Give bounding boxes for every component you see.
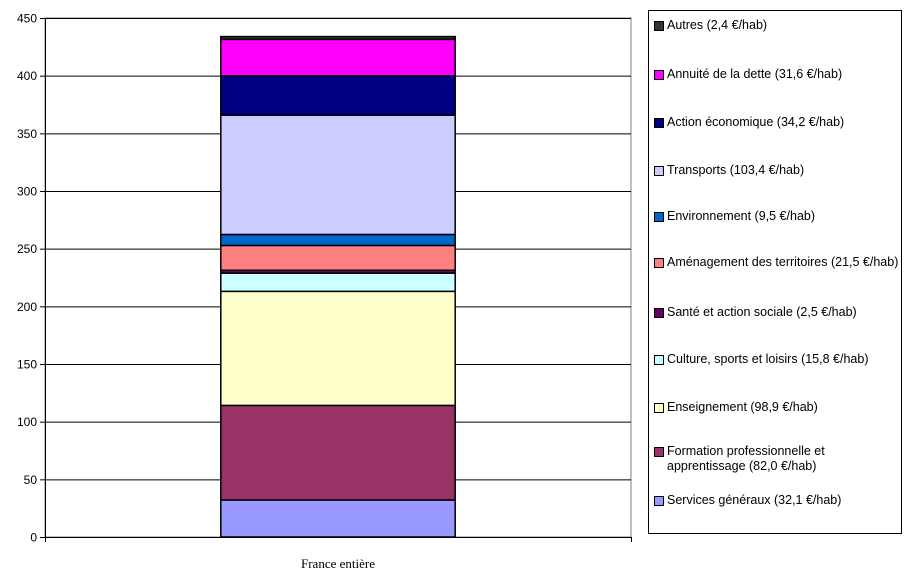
legend-swatch (654, 447, 664, 457)
legend-swatch (654, 166, 664, 176)
y-tick-label: 100 (17, 415, 37, 429)
legend-swatch (654, 496, 664, 506)
legend-label: Transports (103,4 €/hab) (667, 163, 805, 177)
legend-label: Culture, sports et loisirs (15,8 €/hab) (667, 352, 869, 366)
y-tick-label: 450 (17, 12, 37, 26)
y-tick-label: 0 (30, 531, 37, 545)
legend-label: Formation professionnelle et apprentissa… (667, 444, 825, 473)
legend-label: Action économique (34,2 €/hab) (667, 115, 845, 129)
bar-segment (220, 114, 456, 236)
y-tick-label: 200 (17, 300, 37, 314)
legend-item: Annuité de la dette (31,6 €/hab) (654, 67, 900, 82)
legend-swatch (654, 258, 664, 268)
legend-swatch (654, 70, 664, 80)
legend-label: Services généraux (32,1 €/hab) (667, 493, 842, 507)
legend-item: Culture, sports et loisirs (15,8 €/hab) (654, 352, 900, 367)
legend-swatch (654, 118, 664, 128)
bar-stack (220, 35, 456, 538)
bar-segment (220, 75, 456, 116)
bar-segment (220, 233, 456, 247)
y-tick-label: 150 (17, 358, 37, 372)
legend-item: Action économique (34,2 €/hab) (654, 115, 900, 130)
legend-item: Autres (2,4 €/hab) (654, 18, 900, 33)
bar-segment (220, 290, 456, 407)
legend-label: Aménagement des territoires (21,5 €/hab) (667, 255, 899, 269)
legend-item: Services généraux (32,1 €/hab) (654, 493, 900, 508)
axes (40, 18, 632, 542)
x-category-label: France entière (301, 556, 375, 571)
legend-label: Environnement (9,5 €/hab) (667, 209, 816, 223)
bar-segment (220, 272, 456, 293)
legend-label: Autres (2,4 €/hab) (667, 18, 768, 32)
bar-segment (220, 38, 456, 77)
legend-item: Formation professionnelle et apprentissa… (654, 444, 900, 474)
legend-label: Annuité de la dette (31,6 €/hab) (667, 67, 843, 81)
legend-swatch (654, 21, 664, 31)
x-category-labels: France entière (301, 556, 375, 571)
legend-label: Santé et action sociale (2,5 €/hab) (667, 305, 857, 319)
legend-item: Enseignement (98,9 €/hab) (654, 400, 900, 415)
y-tick-label: 400 (17, 69, 37, 83)
legend-label: Enseignement (98,9 €/hab) (667, 400, 818, 414)
y-tick-label: 350 (17, 127, 37, 141)
legend: Autres (2,4 €/hab) Annuité de la dette (3… (648, 10, 902, 534)
legend-swatch (654, 212, 664, 222)
y-tick-labels: 0 50 100 150 200 250 300 350 400 450 (17, 12, 37, 545)
bar-segment (220, 244, 456, 271)
legend-swatch (654, 403, 664, 413)
legend-swatch (654, 355, 664, 365)
legend-item: Santé et action sociale (2,5 €/hab) (654, 305, 900, 320)
bar-segment (220, 499, 456, 538)
legend-item: Transports (103,4 €/hab) (654, 163, 900, 178)
y-tick-label: 300 (17, 185, 37, 199)
y-tick-label: 250 (17, 242, 37, 256)
legend-item: Aménagement des territoires (21,5 €/hab) (654, 255, 900, 270)
y-tick-label: 50 (24, 473, 38, 487)
bar-segment (220, 404, 456, 501)
legend-swatch (654, 308, 664, 318)
bar-segment (220, 35, 456, 41)
legend-item: Environnement (9,5 €/hab) (654, 209, 900, 224)
